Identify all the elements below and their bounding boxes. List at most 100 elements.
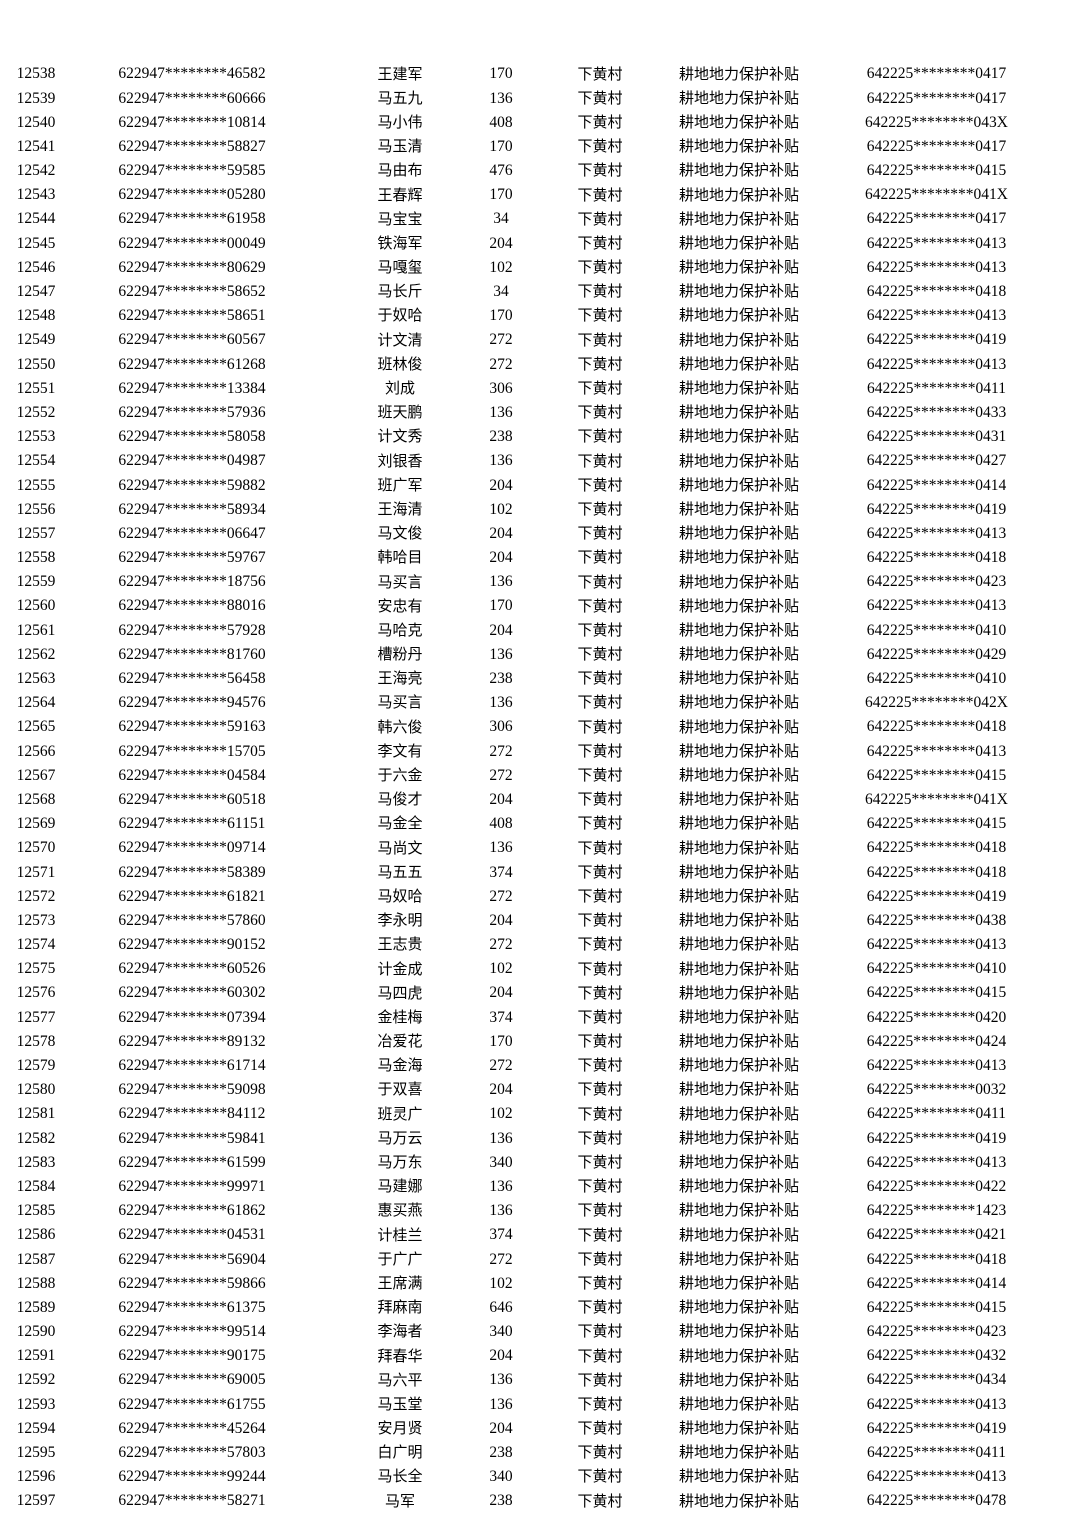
cell-sequence-number: 12576 [16,984,56,1002]
cell-amount: 272 [489,355,513,373]
cell-village: 下黄村 [577,862,623,881]
cell-bank-account-masked: 642225********0413 [866,1468,1007,1486]
cell-recipient-name: 拜麻南 [377,1298,423,1317]
cell-id-card-masked: 622947********46582 [118,65,266,83]
cell-spacer [537,497,559,521]
cell-id-card-masked: 622947********61375 [118,1298,266,1316]
cell-spacer [823,788,839,812]
cell-id-card-masked: 622947********90175 [118,1347,266,1365]
cell-spacer [641,981,655,1005]
cell-spacer [455,1030,465,1054]
cell-sequence-number: 12589 [16,1298,56,1316]
cell-sequence-number: 12587 [16,1250,56,1268]
cell-spacer [641,715,655,739]
cell-spacer [72,1271,94,1295]
cell-spacer [290,425,345,449]
cell-spacer [290,62,345,86]
cell-spacer [537,62,559,86]
cell-recipient-name: 李文有 [377,741,423,760]
cell-recipient-name: 班广军 [377,475,423,494]
cell-spacer [290,1150,345,1174]
cell-sequence-number: 12545 [16,234,56,252]
cell-bank-account-masked: 642225********0429 [866,645,1007,663]
cell-sequence-number: 12560 [16,597,56,615]
cell-amount: 272 [489,887,513,905]
cell-spacer [290,183,345,207]
cell-spacer [1034,135,1074,159]
cell-spacer [290,1223,345,1247]
table-row: 12577 622947********07394 金桂梅 374 下黄村 耕地地力保护补… [0,1005,1074,1029]
table-row: 12592 622947********69005 马六平 136 下黄村 耕地地力保护补… [0,1368,1074,1392]
cell-spacer [1034,1150,1074,1174]
cell-spacer [455,328,465,352]
cell-id-card-masked: 622947********58827 [118,137,266,155]
cell-subsidy-type: 耕地地力保护补贴 [678,209,799,228]
cell-subsidy-type: 耕地地力保护补贴 [678,1443,799,1462]
cell-subsidy-type: 耕地地力保护补贴 [678,862,799,881]
cell-id-card-masked: 622947********57803 [118,1444,266,1462]
cell-bank-account-masked: 642225********0420 [866,1008,1007,1026]
table-row: 12548 622947********58651 于奴哈 170 下黄村 耕地地力保护补… [0,304,1074,328]
cell-amount: 238 [489,1444,513,1462]
cell-subsidy-type: 耕地地力保护补贴 [678,983,799,1002]
cell-spacer [290,1296,345,1320]
cell-id-card-masked: 622947********89132 [118,1032,266,1050]
cell-spacer [72,207,94,231]
cell-id-card-masked: 622947********56458 [118,670,266,688]
cell-sequence-number: 12578 [16,1032,56,1050]
cell-sequence-number: 12553 [16,428,56,446]
cell-village: 下黄村 [577,379,623,398]
cell-spacer [72,909,94,933]
cell-spacer [823,1199,839,1223]
cell-spacer [455,207,465,231]
cell-recipient-name: 马玉清 [377,137,423,156]
cell-amount: 34 [493,283,509,301]
cell-id-card-masked: 622947********69005 [118,1371,266,1389]
cell-village: 下黄村 [577,814,623,833]
cell-spacer [1034,618,1074,642]
cell-bank-account-masked: 642225********0413 [866,1057,1007,1075]
cell-subsidy-type: 耕地地力保护补贴 [678,1032,799,1051]
cell-subsidy-type: 耕地地力保护补贴 [678,451,799,470]
cell-recipient-name: 计桂兰 [377,1225,423,1244]
cell-spacer [1034,812,1074,836]
cell-subsidy-type: 耕地地力保护补贴 [678,137,799,156]
cell-sequence-number: 12555 [16,476,56,494]
cell-spacer [641,788,655,812]
cell-spacer [537,1392,559,1416]
cell-spacer [290,86,345,110]
table-row: 12573 622947********57860 李永明 204 下黄村 耕地地力保护补… [0,909,1074,933]
cell-id-card-masked: 622947********13384 [118,379,266,397]
cell-spacer [455,449,465,473]
cell-recipient-name: 于六金 [377,766,423,785]
cell-spacer [537,594,559,618]
cell-subsidy-type: 耕地地力保护补贴 [678,790,799,809]
cell-spacer [823,1344,839,1368]
cell-spacer [290,594,345,618]
cell-spacer [72,1078,94,1102]
cell-amount: 408 [489,815,513,833]
table-row: 12580 622947********59098 于双喜 204 下黄村 耕地地力保护补… [0,1078,1074,1102]
cell-village: 下黄村 [577,838,623,857]
cell-amount: 170 [489,1032,513,1050]
table-row: 12583 622947********61599 马万东 340 下黄村 耕地地力保护补… [0,1150,1074,1174]
cell-spacer [537,1199,559,1223]
cell-bank-account-masked: 642225********0431 [866,428,1007,446]
cell-spacer [823,884,839,908]
cell-recipient-name: 计金成 [377,959,423,978]
cell-spacer [290,1368,345,1392]
cell-spacer [823,425,839,449]
table-row: 12591 622947********90175 拜春华 204 下黄村 耕地地力保护补… [0,1344,1074,1368]
cell-spacer [455,1296,465,1320]
cell-spacer [455,1247,465,1271]
cell-subsidy-type: 耕地地力保护补贴 [678,1467,799,1486]
cell-amount: 476 [489,162,513,180]
cell-bank-account-masked: 642225********0417 [866,210,1007,228]
cell-spacer [1034,1030,1074,1054]
cell-id-card-masked: 622947********60666 [118,89,266,107]
cell-spacer [823,473,839,497]
cell-village: 下黄村 [577,645,623,664]
cell-spacer [641,1150,655,1174]
cell-sequence-number: 12558 [16,549,56,567]
